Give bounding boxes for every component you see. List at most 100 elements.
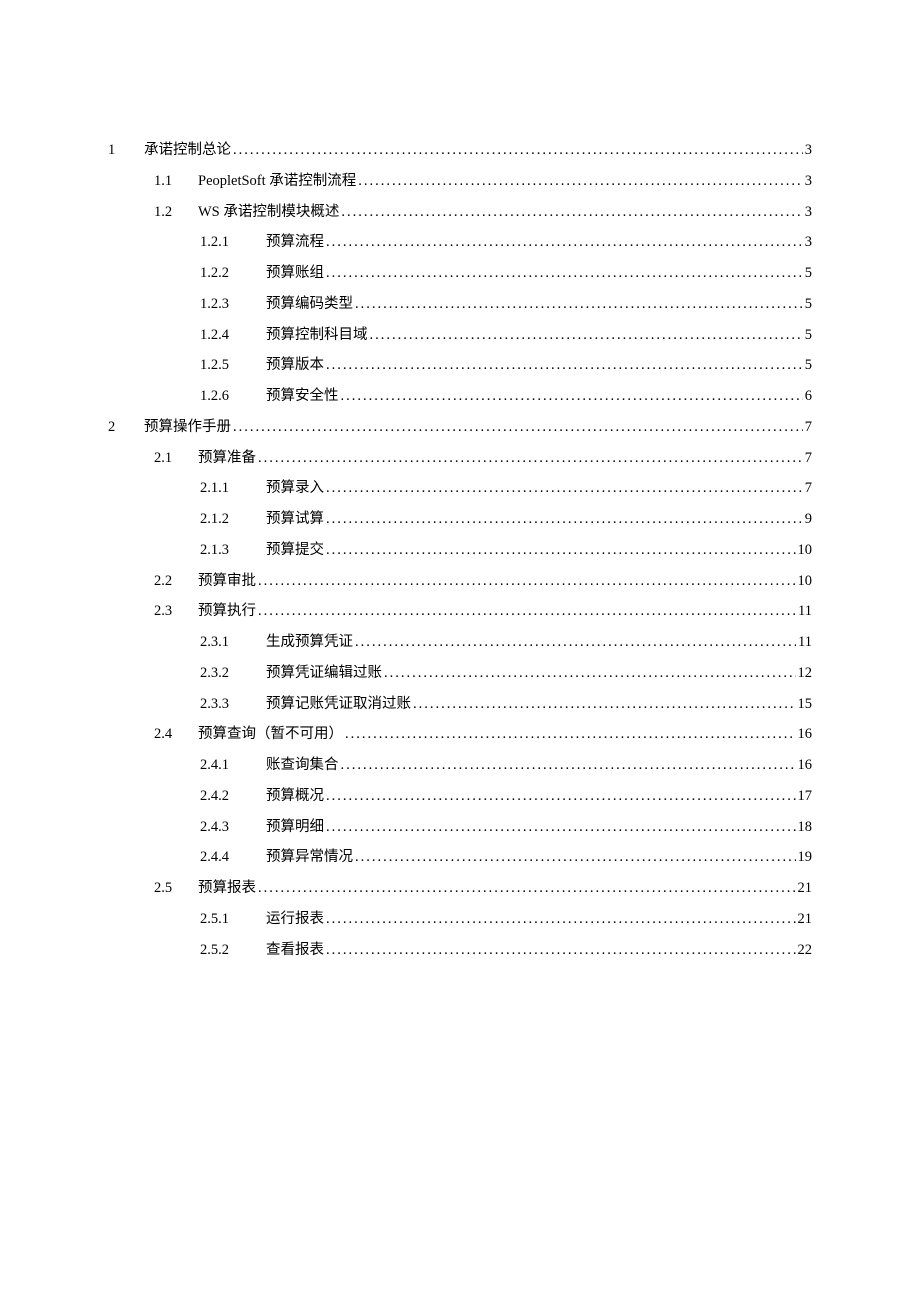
toc-entry[interactable]: 2.4.1账查询集合 16 [108, 755, 812, 777]
toc-entry-title: 预算账组 [266, 263, 324, 285]
toc-dot-leader [326, 478, 803, 500]
toc-entry-title: 账查询集合 [266, 755, 339, 777]
toc-entry-number: 1.2.1 [200, 232, 266, 254]
toc-entry-number: 1.2.2 [200, 263, 266, 285]
toc-entry-number: 1.1 [154, 171, 198, 193]
toc-entry-page: 22 [798, 940, 813, 962]
toc-entry[interactable]: 2.3.2预算凭证编辑过账12 [108, 663, 812, 685]
toc-entry-number: 2.5.1 [200, 909, 266, 931]
toc-entry-number: 1.2 [154, 202, 198, 224]
toc-entry-page: 17 [798, 786, 813, 808]
toc-entry-page: 16 [798, 724, 813, 746]
toc-entry[interactable]: 2.1.2预算试算9 [108, 509, 812, 531]
toc-entry[interactable]: 2.3预算执行11 [108, 601, 812, 623]
toc-entry-title: 预算报表 [198, 878, 256, 900]
toc-entry-title: 预算版本 [266, 355, 324, 377]
toc-entry-page: 10 [798, 540, 813, 562]
toc-dot-leader [326, 232, 803, 254]
toc-entry-title: 预算查询（暂不可用） [198, 724, 343, 746]
toc-entry[interactable]: 2.1.3预算提交10 [108, 540, 812, 562]
toc-entry[interactable]: 2.3.3预算记账凭证取消过账15 [108, 694, 812, 716]
toc-entry-page: 11 [798, 601, 812, 623]
toc-entry-page: 11 [798, 632, 812, 654]
toc-dot-leader [233, 140, 803, 162]
toc-entry-title: 预算流程 [266, 232, 324, 254]
toc-entry[interactable]: 1.2.1预算流程3 [108, 232, 812, 254]
toc-entry[interactable]: 1.2.5预算版本5 [108, 355, 812, 377]
toc-dot-leader [345, 724, 796, 746]
toc-entry-title: 预算准备 [198, 448, 256, 470]
toc-entry[interactable]: 2.1.1预算录入7 [108, 478, 812, 500]
toc-entry-page: 21 [798, 909, 813, 931]
toc-entry-number: 2.4.3 [200, 817, 266, 839]
toc-dot-leader [258, 601, 796, 623]
toc-entry[interactable]: 1.2WS 承诺控制模块概述 3 [108, 202, 812, 224]
toc-dot-leader [355, 847, 796, 869]
toc-entry-number: 2.5 [154, 878, 198, 900]
toc-entry[interactable]: 1.2.6预算安全性6 [108, 386, 812, 408]
toc-entry-page: 5 [805, 325, 812, 347]
toc-entry-number: 2.1.1 [200, 478, 266, 500]
toc-entry[interactable]: 2.3.1生成预算凭证 11 [108, 632, 812, 654]
toc-dot-leader [355, 632, 796, 654]
toc-entry-number: 1.2.4 [200, 325, 266, 347]
toc-entry-number: 1 [108, 140, 144, 162]
toc-entry-page: 6 [805, 386, 812, 408]
toc-dot-leader [326, 786, 796, 808]
toc-entry[interactable]: 1.2.2预算账组5 [108, 263, 812, 285]
table-of-contents: 1承诺控制总论31.1PeopletSoft 承诺控制流程31.2WS 承诺控制… [108, 140, 812, 961]
toc-entry-title: 预算异常情况 [266, 847, 353, 869]
toc-dot-leader [413, 694, 796, 716]
toc-dot-leader [341, 755, 796, 777]
toc-dot-leader [370, 325, 803, 347]
toc-entry-title: 预算审批 [198, 571, 256, 593]
toc-entry[interactable]: 1承诺控制总论3 [108, 140, 812, 162]
toc-entry-page: 7 [805, 417, 812, 439]
toc-entry[interactable]: 2.5预算报表21 [108, 878, 812, 900]
toc-entry-page: 18 [798, 817, 813, 839]
toc-entry-page: 7 [805, 448, 812, 470]
toc-dot-leader [233, 417, 803, 439]
toc-entry-number: 2.4.1 [200, 755, 266, 777]
toc-entry-title: 预算执行 [198, 601, 256, 623]
toc-entry-title: 生成预算凭证 [266, 632, 353, 654]
toc-entry[interactable]: 2.4.2预算概况 17 [108, 786, 812, 808]
toc-dot-leader [326, 909, 796, 931]
toc-entry[interactable]: 1.2.4预算控制科目域 5 [108, 325, 812, 347]
toc-entry-title: 预算控制科目域 [266, 325, 368, 347]
toc-entry-number: 1.2.3 [200, 294, 266, 316]
toc-entry-title: WS 承诺控制模块概述 [198, 202, 339, 224]
toc-entry-title: 预算概况 [266, 786, 324, 808]
toc-dot-leader [341, 386, 803, 408]
toc-entry[interactable]: 2.4.4预算异常情况 19 [108, 847, 812, 869]
toc-entry[interactable]: 2.5.2查看报表22 [108, 940, 812, 962]
toc-entry[interactable]: 2.4预算查询（暂不可用）16 [108, 724, 812, 746]
toc-entry-number: 2.3.2 [200, 663, 266, 685]
toc-entry-number: 2.4.4 [200, 847, 266, 869]
toc-entry-title: 预算明细 [266, 817, 324, 839]
toc-entry[interactable]: 2.5.1运行报表21 [108, 909, 812, 931]
toc-entry-page: 16 [798, 755, 813, 777]
toc-entry-number: 2.3.1 [200, 632, 266, 654]
toc-entry-page: 10 [798, 571, 813, 593]
toc-entry-number: 2.1.2 [200, 509, 266, 531]
toc-entry-page: 15 [798, 694, 813, 716]
toc-entry[interactable]: 2预算操作手册7 [108, 417, 812, 439]
toc-dot-leader [326, 509, 803, 531]
toc-dot-leader [358, 171, 802, 193]
toc-entry[interactable]: 1.1PeopletSoft 承诺控制流程3 [108, 171, 812, 193]
toc-entry-title: 预算试算 [266, 509, 324, 531]
toc-entry[interactable]: 2.2预算审批10 [108, 571, 812, 593]
toc-entry-page: 3 [805, 202, 812, 224]
toc-entry-page: 3 [805, 171, 812, 193]
toc-entry[interactable]: 2.4.3预算明细 18 [108, 817, 812, 839]
toc-entry-number: 2.4.2 [200, 786, 266, 808]
toc-entry-page: 19 [798, 847, 813, 869]
toc-entry[interactable]: 1.2.3预算编码类型5 [108, 294, 812, 316]
toc-dot-leader [326, 540, 796, 562]
toc-entry-title: 预算编码类型 [266, 294, 353, 316]
toc-dot-leader [326, 940, 796, 962]
toc-entry[interactable]: 2.1预算准备7 [108, 448, 812, 470]
toc-entry-title: 预算安全性 [266, 386, 339, 408]
toc-entry-title: 承诺控制总论 [144, 140, 231, 162]
